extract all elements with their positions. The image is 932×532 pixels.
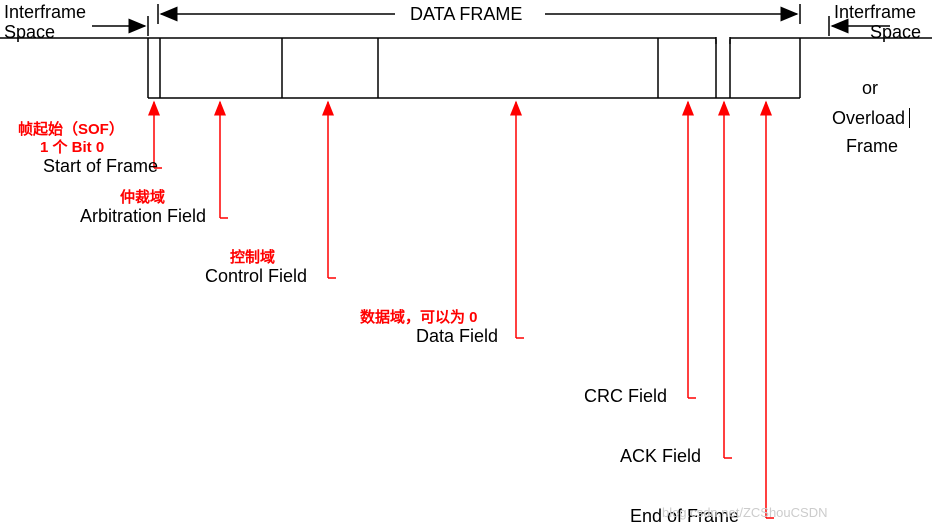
interframe-left-line2: Space: [4, 22, 55, 43]
diagram-svg: [0, 0, 932, 532]
interframe-right-line1: Interframe: [834, 2, 916, 23]
side-frame: Frame: [846, 136, 898, 157]
watermark: blog.csdn.net/ZCShouCSDN: [662, 505, 827, 520]
side-overload: Overload: [832, 108, 905, 129]
side-or: or: [862, 78, 878, 99]
ctrl-red: 控制域: [230, 246, 275, 267]
crc-black: CRC Field: [584, 386, 667, 407]
ack-black: ACK Field: [620, 446, 701, 467]
data-frame-label: DATA FRAME: [410, 4, 522, 25]
diagram-canvas: Interframe Space DATA FRAME Interframe S…: [0, 0, 932, 532]
ctrl-black: Control Field: [205, 266, 307, 287]
sof-red-line2: 1 个 Bit 0: [40, 136, 104, 157]
data-red: 数据域，可以为 0: [360, 306, 478, 327]
arb-black: Arbitration Field: [80, 206, 206, 227]
sof-black: Start of Frame: [43, 156, 158, 177]
interframe-right-line2: Space: [870, 22, 921, 43]
data-black: Data Field: [416, 326, 498, 347]
interframe-left-line1: Interframe: [4, 2, 86, 23]
arb-red: 仲裁域: [120, 186, 165, 207]
text-cursor: [909, 108, 910, 128]
